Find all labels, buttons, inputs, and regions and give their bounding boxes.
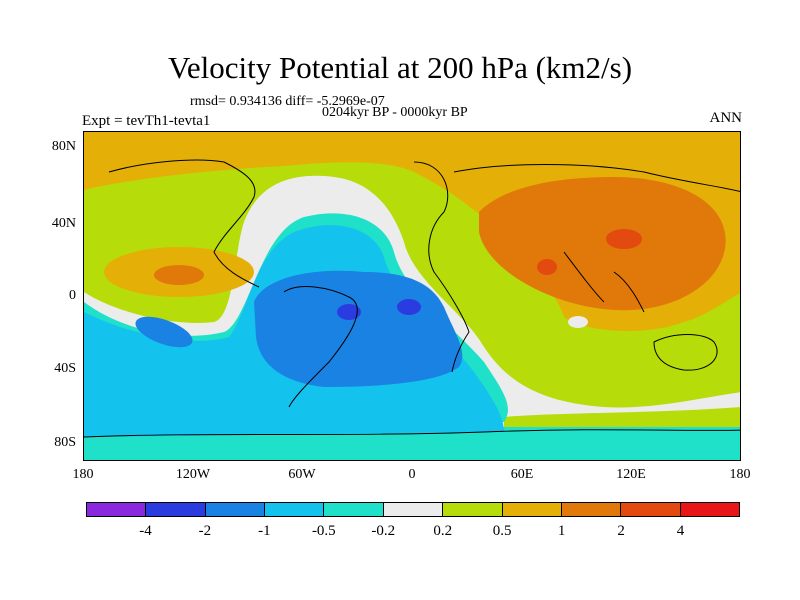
y-tick-label: 0 (69, 288, 76, 303)
y-tick-label: 80N (51, 139, 76, 154)
colorbar-swatch (205, 503, 266, 516)
colorbar-swatch (443, 503, 503, 516)
colorbar-swatch (561, 503, 622, 516)
colorbar-label: -4 (139, 523, 152, 539)
x-tick-label: 120E (616, 467, 646, 482)
colorbar-label: 1 (557, 523, 566, 539)
contour-band-1-2 (479, 177, 726, 311)
contour-band-neg2-neg4 (397, 299, 421, 315)
colorbar-label: -0.5 (311, 523, 336, 539)
contour-map (84, 132, 740, 460)
x-tick-label: 60W (288, 467, 316, 482)
season-label: ANN (709, 110, 743, 126)
colorbar-swatch (87, 503, 147, 516)
contour-band-1-2 (154, 265, 204, 285)
x-tick-label: 60E (510, 467, 534, 482)
colorbar-swatch (265, 503, 325, 516)
colorbar-label: 4 (676, 523, 685, 539)
contour-band-neg2-neg4 (337, 304, 361, 320)
figure-title: Velocity Potential at 200 hPa (km2/s) (167, 50, 633, 85)
colorbar-swatch (502, 503, 562, 516)
colorbar-swatch (324, 503, 384, 516)
stats-text: rmsd= 0.934136 diff= -5.2969e-07 (190, 94, 385, 109)
colorbar-swatch (383, 503, 444, 516)
colorbar-label: 0.2 (433, 523, 453, 539)
colorbar-label: -1 (258, 523, 271, 539)
colorbar-label: -2 (198, 523, 212, 539)
x-tick-label: 120W (175, 467, 211, 482)
subtitle: 0204kyr BP - 0000kyr BP (322, 105, 468, 120)
colorbar-swatch (621, 503, 681, 516)
contour-band-2-4 (537, 259, 557, 275)
colorbar-label: 2 (617, 523, 625, 539)
x-tick-label: 0 (408, 467, 416, 482)
contour-band-2-4 (606, 229, 642, 249)
colorbar-label: 0.5 (492, 523, 512, 539)
contour-band-neg1-neg2 (135, 316, 193, 348)
y-tick-label: 40S (54, 361, 76, 376)
y-tick-label: 40N (51, 216, 76, 231)
colorbar-swatch (146, 503, 206, 516)
coastlines (84, 159, 740, 438)
y-tick-label: 80S (54, 435, 76, 450)
colorbar-label: -0.2 (371, 523, 396, 539)
colorbar (86, 502, 740, 517)
x-tick-label: 180 (72, 467, 94, 482)
contour-band-neutral (568, 316, 588, 328)
map-panel (83, 131, 741, 461)
x-tick-label: 180 (729, 467, 751, 482)
experiment-label: Expt = tevTh1-tevta1 (82, 113, 211, 129)
colorbar-swatch (680, 503, 739, 516)
